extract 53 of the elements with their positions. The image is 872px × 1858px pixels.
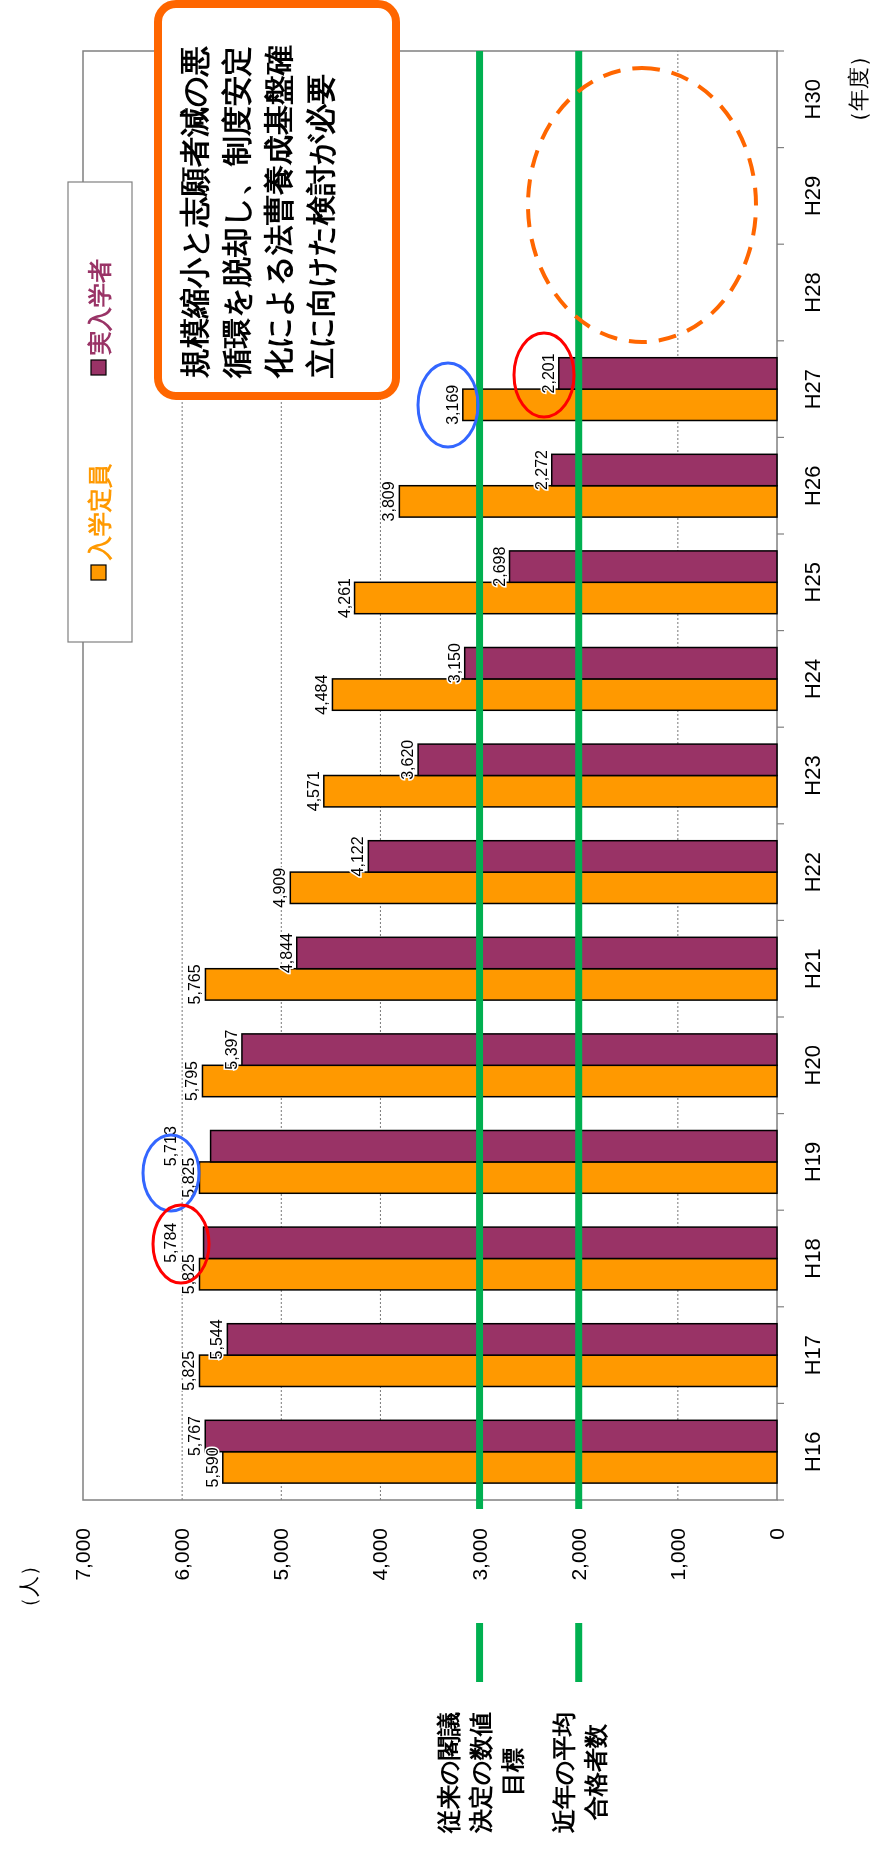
y-tick-label: H26: [800, 465, 825, 506]
data-label: 5,765: [186, 964, 204, 1005]
data-label: 4,571: [304, 771, 322, 812]
x-tick-label: 5,000: [269, 1528, 293, 1581]
data-label: 3,809: [380, 481, 398, 522]
data-label: 5,825: [180, 1350, 198, 1391]
x-tick-label: 7,000: [71, 1528, 94, 1581]
y-tick-label: H27: [800, 368, 825, 410]
data-label: 2,698: [490, 546, 508, 587]
data-label: 5,767: [186, 1415, 204, 1457]
data-label: 3,169: [443, 384, 461, 425]
x-tick-label: 6,000: [170, 1528, 194, 1581]
y-tick-label: H21: [800, 948, 825, 989]
y-tick-label: H23: [800, 755, 825, 796]
data-label: 4,909: [271, 867, 289, 908]
x-tick-label: 3,000: [467, 1528, 491, 1581]
data-label: 5,795: [183, 1060, 201, 1102]
data-label: 4,484: [313, 674, 331, 715]
x-tick-label: 0: [765, 1528, 788, 1540]
y-tick-label: H24: [800, 658, 825, 700]
y-tick-label: H18: [800, 1238, 825, 1279]
data-label: 5,825: [180, 1157, 198, 1198]
ref-line-label: 近年の平均合格者数: [549, 1711, 609, 1833]
data-label: 3,620: [399, 739, 417, 780]
x-tick-label: 2,000: [566, 1528, 590, 1581]
ref-line-label: 従来の閣議決定の数値目標: [434, 1711, 526, 1834]
data-label: 2,201: [539, 353, 557, 394]
x-tick-label: 1,000: [665, 1528, 689, 1581]
y-tick-label: H25: [800, 562, 825, 603]
y-tick-label: H20: [800, 1045, 825, 1086]
data-label: 4,844: [277, 932, 295, 974]
data-label: 5,784: [162, 1222, 180, 1263]
y-tick-label: H28: [800, 272, 825, 313]
y-tick-label: H22: [800, 851, 825, 893]
y-tick-label: H30: [800, 79, 825, 120]
y-tick-label: H19: [800, 1141, 825, 1183]
annotation: 規模縮小と志願者減の悪循環を脱却し、制度安定化による法曹養成基盤確立に向けた検討が必要: [154, 0, 400, 400]
data-label: 2,272: [532, 449, 550, 491]
data-label: 5,397: [222, 1029, 240, 1070]
y-tick-label: H17: [800, 1334, 825, 1376]
annotation: （人）: [17, 1555, 40, 1618]
y-axis-title: （年度）: [846, 45, 871, 133]
data-label: 4,261: [335, 577, 353, 619]
data-label: 3,150: [445, 643, 463, 684]
y-tick-label: H16: [800, 1431, 825, 1472]
annotation: 規模縮小と志願者減の悪循環を脱却し、制度安定化による法曹養成基盤確立に向けた検討が必要: [178, 45, 338, 379]
data-label: 4,122: [349, 836, 367, 877]
data-label: 5,713: [162, 1126, 180, 1167]
data-label: 5,590: [203, 1447, 221, 1488]
x-tick-label: 4,000: [368, 1528, 392, 1581]
data-label: 5,825: [180, 1254, 198, 1295]
data-label: 5,544: [208, 1319, 226, 1360]
y-tick-label: H29: [800, 175, 825, 217]
